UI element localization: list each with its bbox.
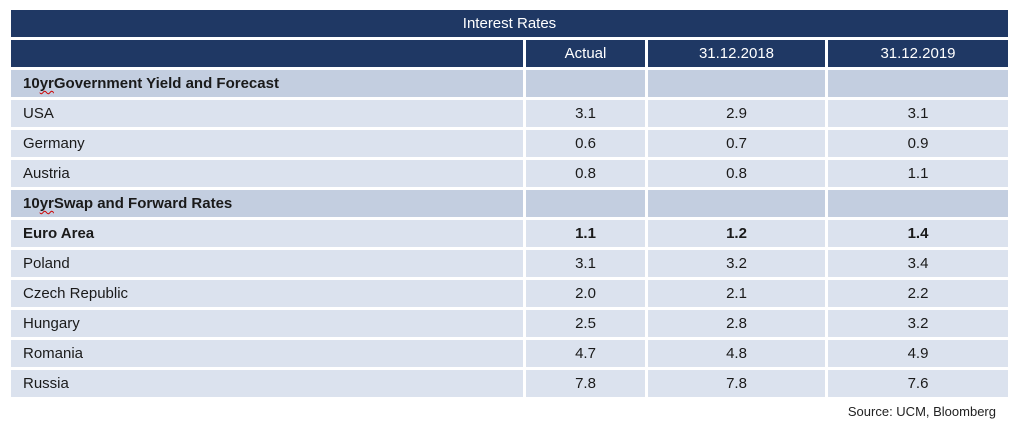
source-note: Source: UCM, Bloomberg xyxy=(847,404,996,419)
table-row-usa: USA 3.1 2.9 3.1 xyxy=(11,100,1008,127)
header-cell-31-12-2018: 31.12.2018 xyxy=(648,40,825,67)
table-title: Interest Rates xyxy=(11,10,1008,37)
value-2018: 0.7 xyxy=(648,130,825,157)
value-actual: 3.1 xyxy=(526,250,645,277)
empty-cell xyxy=(526,70,645,97)
section-label-rest: Swap and Forward Rates xyxy=(53,195,233,212)
value-actual: 1.1 xyxy=(526,220,645,247)
value-actual: 2.5 xyxy=(526,310,645,337)
value-2018: 4.8 xyxy=(648,340,825,367)
value-2018: 3.2 xyxy=(648,250,825,277)
section-label-prefix: 10 xyxy=(23,195,40,212)
table-row-hungary: Hungary 2.5 2.8 3.2 xyxy=(11,310,1008,337)
section-label-misspelled-word: yr xyxy=(39,195,54,212)
value-actual: 3.1 xyxy=(526,100,645,127)
row-label: Euro Area xyxy=(11,220,523,247)
table-row-austria: Austria 0.8 0.8 1.1 xyxy=(11,160,1008,187)
section-label-prefix: 10 xyxy=(23,75,40,92)
header-cell-actual: Actual xyxy=(526,40,645,67)
value-2019: 0.9 xyxy=(828,130,1008,157)
section-label-misspelled-word: yr xyxy=(39,75,54,92)
value-actual: 0.8 xyxy=(526,160,645,187)
table-row-russia: Russia 7.8 7.8 7.6 xyxy=(11,370,1008,397)
table-row-romania: Romania 4.7 4.8 4.9 xyxy=(11,340,1008,367)
empty-cell xyxy=(828,70,1008,97)
value-actual: 4.7 xyxy=(526,340,645,367)
value-2019: 7.6 xyxy=(828,370,1008,397)
value-2018: 1.2 xyxy=(648,220,825,247)
header-cell-empty xyxy=(11,40,523,67)
value-2018: 2.8 xyxy=(648,310,825,337)
empty-cell xyxy=(526,190,645,217)
row-label: Poland xyxy=(11,250,523,277)
row-label: USA xyxy=(11,100,523,127)
value-2019: 1.1 xyxy=(828,160,1008,187)
empty-cell xyxy=(648,70,825,97)
section-row-government-yield: 10 yr Government Yield and Forecast xyxy=(11,70,1008,97)
row-label: Hungary xyxy=(11,310,523,337)
empty-cell xyxy=(648,190,825,217)
value-2018: 2.9 xyxy=(648,100,825,127)
value-2018: 7.8 xyxy=(648,370,825,397)
value-2019: 3.4 xyxy=(828,250,1008,277)
table-row-poland: Poland 3.1 3.2 3.4 xyxy=(11,250,1008,277)
header-cell-31-12-2019: 31.12.2019 xyxy=(828,40,1008,67)
value-2019: 3.1 xyxy=(828,100,1008,127)
value-2019: 2.2 xyxy=(828,280,1008,307)
table-row-czech-republic: Czech Republic 2.0 2.1 2.2 xyxy=(11,280,1008,307)
row-label: Romania xyxy=(11,340,523,367)
value-actual: 7.8 xyxy=(526,370,645,397)
value-2019: 3.2 xyxy=(828,310,1008,337)
value-2019: 4.9 xyxy=(828,340,1008,367)
section-label: 10 yr Swap and Forward Rates xyxy=(11,190,523,217)
section-label-rest: Government Yield and Forecast xyxy=(53,75,279,92)
value-actual: 0.6 xyxy=(526,130,645,157)
row-label: Russia xyxy=(11,370,523,397)
value-2018: 2.1 xyxy=(648,280,825,307)
table-row-germany: Germany 0.6 0.7 0.9 xyxy=(11,130,1008,157)
row-label: Germany xyxy=(11,130,523,157)
section-row-swap-forward: 10 yr Swap and Forward Rates xyxy=(11,190,1008,217)
table-header-row: Actual 31.12.2018 31.12.2019 xyxy=(11,40,1008,67)
value-2018: 0.8 xyxy=(648,160,825,187)
empty-cell xyxy=(828,190,1008,217)
table-row-euro-area: Euro Area 1.1 1.2 1.4 xyxy=(11,220,1008,247)
row-label: Austria xyxy=(11,160,523,187)
section-label: 10 yr Government Yield and Forecast xyxy=(11,70,523,97)
row-label: Czech Republic xyxy=(11,280,523,307)
value-2019: 1.4 xyxy=(828,220,1008,247)
value-actual: 2.0 xyxy=(526,280,645,307)
interest-rates-table: Interest Rates Actual 31.12.2018 31.12.2… xyxy=(11,10,1008,397)
